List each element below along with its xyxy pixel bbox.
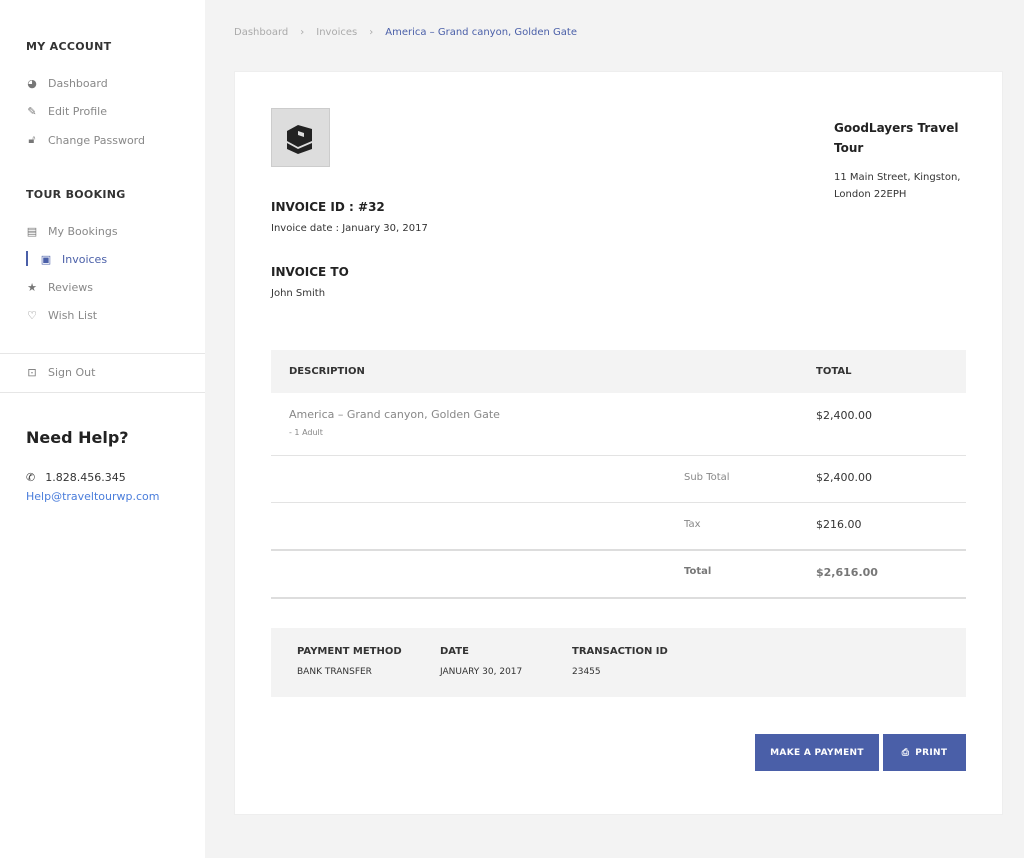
phone-icon: ✆ [26, 471, 36, 484]
help-email-link[interactable]: Help@traveltourwp.com [26, 490, 160, 503]
logo-cube-icon [286, 124, 312, 154]
breadcrumb-dashboard[interactable]: Dashboard [234, 27, 289, 38]
item-total: $2,400.00 [816, 409, 872, 422]
company-address-1: 11 Main Street, Kingston, [834, 172, 961, 183]
transaction-id-label: TRANSACTION ID [572, 646, 668, 657]
row-divider [271, 455, 966, 456]
sidebar-item-label: Reviews [48, 281, 93, 294]
sidebar-item-dashboard[interactable]: ◕ Dashboard [26, 77, 108, 90]
row-divider [271, 502, 966, 503]
phone-text: 1.828.456.345 [45, 471, 126, 484]
item-quantity: - 1 Adult [289, 428, 323, 437]
tax-label: Tax [684, 519, 701, 530]
invoice-to-label: INVOICE TO [271, 265, 349, 279]
tour-booking-heading: TOUR BOOKING [26, 188, 126, 201]
document-icon: ▤ [26, 225, 38, 238]
tax-value: $216.00 [816, 518, 862, 531]
sidebar-item-label: Dashboard [48, 77, 108, 90]
star-icon: ★ [27, 281, 37, 294]
sidebar-item-label: My Bookings [48, 225, 118, 238]
payment-method-label: PAYMENT METHOD [297, 646, 402, 657]
edit-icon: ✎ [27, 105, 37, 118]
breadcrumb-current: America – Grand canyon, Golden Gate [385, 27, 578, 38]
col-description: DESCRIPTION [289, 366, 365, 377]
invoice-id: INVOICE ID : #32 [271, 200, 385, 214]
sidebar-item-invoices[interactable]: ▣ Invoices [40, 253, 107, 266]
sidebar-item-edit-profile[interactable]: ✎ Edit Profile [26, 105, 107, 118]
payment-date-label: DATE [440, 646, 469, 657]
item-description: America – Grand canyon, Golden Gate [289, 408, 500, 421]
total-label: Total [684, 566, 712, 577]
chevron-right-icon: › [300, 27, 305, 38]
sidebar-item-label: Change Password [48, 133, 145, 147]
subtotal-value: $2,400.00 [816, 471, 872, 484]
printer-icon: ⎙ [901, 747, 910, 758]
subtotal-label: Sub Total [684, 472, 730, 483]
lock-icon: 🔓︎ [28, 133, 36, 146]
dashboard-icon: ◕ [27, 77, 37, 90]
sidebar: MY ACCOUNT ◕ Dashboard ✎ Edit Profile 🔓︎ Ch… [0, 0, 205, 858]
col-total: TOTAL [816, 366, 852, 377]
divider [0, 392, 205, 393]
payment-date-value: JANUARY 30, 2017 [440, 667, 523, 677]
sidebar-item-reviews[interactable]: ★ Reviews [26, 281, 93, 294]
invoice-to-name: John Smith [271, 288, 326, 299]
active-indicator [26, 251, 28, 266]
sidebar-item-my-bookings[interactable]: ▤ My Bookings [26, 225, 118, 238]
phone-number: ✆ 1.828.456.345 [26, 471, 126, 484]
sidebar-item-change-password[interactable]: 🔓︎ Change Password [26, 133, 145, 147]
make-payment-button[interactable]: MAKE A PAYMENT [755, 734, 879, 771]
company-address-2: London 22EPH [834, 189, 907, 200]
unlock-icon: ⊡ [27, 366, 37, 379]
transaction-id-value: 23455 [572, 667, 601, 677]
payment-method-value: BANK TRANSFER [297, 667, 372, 677]
invoice-card: GoodLayers Travel Tour 11 Main Street, K… [234, 71, 1003, 815]
divider [0, 353, 205, 354]
wallet-icon: ▣ [40, 253, 52, 266]
sidebar-item-label: Wish List [48, 309, 98, 322]
breadcrumb: Dashboard › Invoices › America – Grand can… [234, 27, 577, 38]
company-name: GoodLayers Travel Tour [834, 121, 959, 155]
invoice-date: Invoice date : January 30, 2017 [271, 223, 428, 234]
sign-out-link[interactable]: ⊡ Sign Out [26, 366, 95, 379]
sign-out-label: Sign Out [48, 366, 96, 379]
chevron-right-icon: › [369, 27, 374, 38]
sidebar-item-label: Invoices [62, 253, 108, 266]
my-account-heading: MY ACCOUNT [26, 40, 112, 53]
help-title: Need Help? [26, 428, 129, 447]
company-logo [271, 108, 330, 167]
payment-info [271, 628, 966, 697]
total-value: $2,616.00 [816, 566, 878, 579]
row-divider [271, 549, 966, 551]
row-divider [271, 597, 966, 599]
print-button[interactable]: ⎙ PRINT [883, 734, 966, 771]
table-header [271, 350, 966, 393]
breadcrumb-invoices[interactable]: Invoices [316, 27, 358, 38]
sidebar-item-wish-list[interactable]: ♡ Wish List [26, 309, 97, 322]
print-label: PRINT [915, 747, 948, 758]
heart-icon: ♡ [27, 309, 37, 322]
sidebar-item-label: Edit Profile [48, 105, 108, 118]
